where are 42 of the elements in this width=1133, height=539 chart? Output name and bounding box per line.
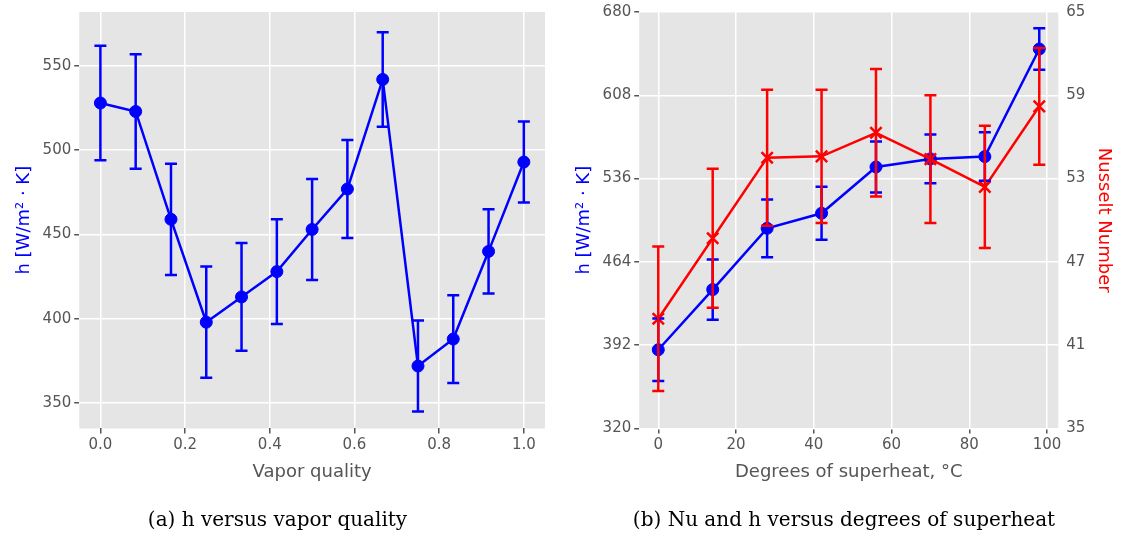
- point: [1032, 99, 1047, 114]
- y-tick-label: 400: [42, 308, 72, 327]
- y2-tick-label: 41: [1066, 335, 1086, 354]
- y-tick-label: 392: [602, 335, 632, 354]
- x-tick-label: 0.4: [257, 435, 282, 454]
- y-tick-label: 680: [602, 1, 632, 20]
- y-tick-label: 550: [42, 55, 72, 74]
- x-tick-label: 20: [726, 435, 746, 454]
- y2-tick-label: 35: [1066, 418, 1086, 437]
- x-tick-label: 60: [881, 435, 902, 454]
- x-tick-label: 1.0: [511, 435, 536, 454]
- y-tick-label: 320: [602, 418, 632, 437]
- y-tick-label: 450: [42, 224, 72, 243]
- x-tick-label: 0.6: [342, 435, 367, 454]
- x-tick-label: 100: [1032, 435, 1062, 454]
- x-tick-label: 0.2: [173, 435, 198, 454]
- y2-axis-title: Nusselt Number: [1094, 147, 1116, 294]
- x-tick-label: 0.8: [427, 435, 452, 454]
- y2-tick-label: 53: [1066, 168, 1086, 187]
- point: [869, 125, 883, 140]
- x-tick-label: 0.0: [88, 435, 113, 454]
- y2-tick-label: 65: [1066, 1, 1086, 20]
- y-tick-label: 350: [42, 393, 72, 411]
- y-axis-title: h [W/m² · K]: [12, 165, 34, 275]
- y-tick-label: 536: [602, 168, 632, 187]
- x-tick-label: 0: [653, 435, 664, 454]
- x-tick-label: 80: [959, 435, 979, 454]
- y2-tick-label: 59: [1066, 85, 1086, 104]
- point: [760, 150, 775, 165]
- x-axis-title: Degrees of superheat, °C: [734, 459, 963, 481]
- point: [814, 149, 829, 164]
- point: [705, 231, 720, 246]
- y-tick-label: 500: [42, 140, 72, 159]
- y-axis-title: h [W/m² · K]: [572, 165, 594, 275]
- y-tick-label: 464: [602, 251, 632, 270]
- x-axis-title: Vapor quality: [252, 459, 372, 481]
- text: (a) h versus vapor quality: [147, 507, 408, 532]
- y-tick-label: 608: [602, 85, 632, 104]
- x-tick-label: 40: [804, 435, 824, 454]
- y2-tick-label: 47: [1066, 251, 1086, 270]
- text: (b) Nu and h versus degrees of superheat: [632, 507, 1056, 532]
- point: [977, 179, 992, 194]
